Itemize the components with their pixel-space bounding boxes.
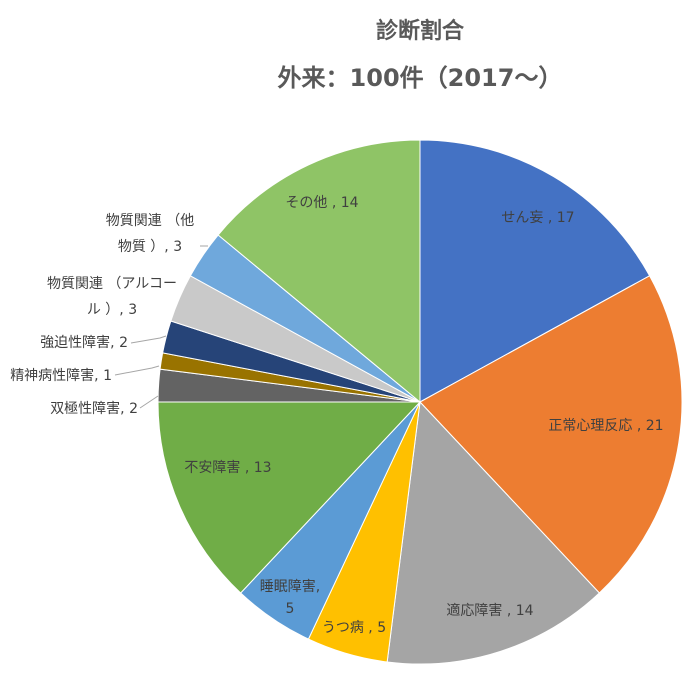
data-label: 正常心理反応 , 21 <box>548 418 663 434</box>
data-label: うつ病 , 5 <box>322 620 386 636</box>
data-label: その他 , 14 <box>285 195 358 211</box>
leader-line <box>130 335 167 344</box>
leader-line <box>114 365 160 376</box>
pie-slice <box>419 139 651 403</box>
data-labels: せん妄 , 17 正常心理反応 , 21 適応障害 , 14 うつ病 , 5睡眠障害,… <box>10 195 663 636</box>
data-label: 強迫性障害, 2 <box>40 335 128 351</box>
data-label: 適応障害 , 14 <box>446 602 533 619</box>
data-label: せん妄 , 17 <box>501 210 574 226</box>
data-label: 物質関連 （他物質 ）, 3 <box>106 213 194 255</box>
pie-slice <box>419 275 683 594</box>
data-label: 双極性障害, 2 <box>50 401 138 417</box>
pie-slice <box>386 400 601 665</box>
data-label: 精神病性障害, 1 <box>10 368 112 384</box>
chart-title: 診断割合 <box>376 18 465 44</box>
pie-slice <box>157 401 422 594</box>
data-label: 物質関連 （アルコール ）, 3 <box>47 276 177 318</box>
pie-slice <box>217 139 421 404</box>
pie-slices <box>157 139 683 665</box>
data-label: 不安障害 , 13 <box>184 460 271 476</box>
leader-line <box>139 395 159 409</box>
leader-lines <box>114 245 208 409</box>
data-label: 睡眠障害, 5 <box>260 579 320 617</box>
chart-subtitle: 外来：100件（2017～） <box>278 64 563 92</box>
